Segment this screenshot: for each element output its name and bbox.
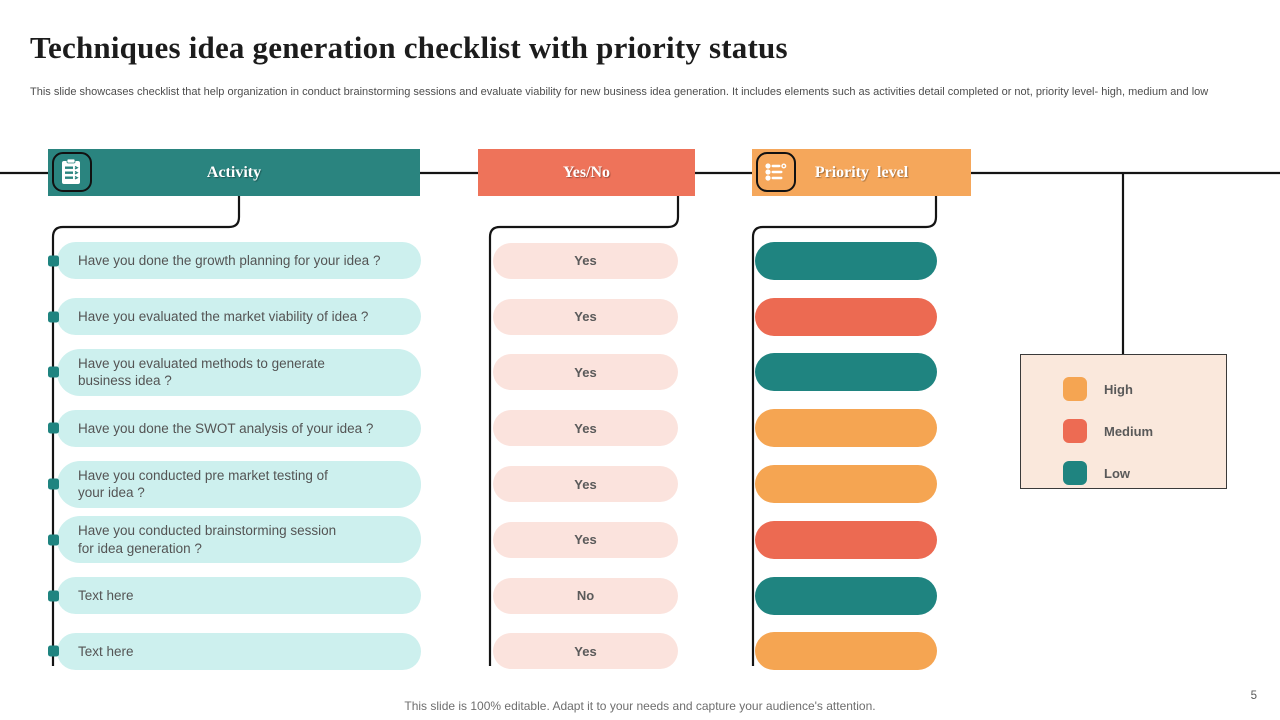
activity-row: Have you conducted brainstorming session… [47,512,421,568]
column-header-activity[interactable]: Activity [48,149,420,196]
legend-label: Medium [1104,423,1154,439]
list-bullet [48,645,59,657]
activity-item[interactable]: Have you conducted brainstorming session… [57,516,421,564]
activity-row: Have you done the growth planning for yo… [47,233,421,289]
activity-list: Have you done the growth planning for yo… [47,233,421,679]
answer-pill[interactable]: Yes [493,410,678,447]
answer-row: Yes [493,624,678,680]
activity-row: Have you evaluated the market viability … [47,289,421,345]
answer-list: Yes Yes Yes Yes Yes Yes No Yes [493,233,678,679]
legend-swatch [1063,419,1087,443]
activity-row: Text here [47,624,421,680]
priority-row [755,233,937,289]
column-header-label: Priority level [814,163,909,181]
answer-row: Yes [493,400,678,456]
page-title: Techniques idea generation checklist wit… [30,30,788,65]
priority-row [755,289,937,345]
activity-row: Text here [47,568,421,624]
activity-item[interactable]: Have you evaluated the market viability … [57,298,421,336]
answer-pill[interactable]: Yes [493,354,678,391]
slide-subtitle: This slide showcases checklist that help… [30,86,1209,98]
legend-swatch [1063,461,1087,485]
list-bullet [48,311,59,323]
checklist-icon [52,152,92,192]
page-number: 5 [1250,690,1257,702]
priority-pill-high[interactable] [755,632,937,671]
priority-pill-low[interactable] [755,353,937,392]
priority-pill-high[interactable] [755,465,937,504]
footer-note: This slide is 100% editable. Adapt it to… [404,699,876,713]
connector-line [488,196,680,666]
priority-row [755,345,937,401]
activity-item[interactable]: Have you evaluated methods to generate b… [57,348,421,397]
priority-row [755,568,937,624]
answer-pill[interactable]: Yes [493,242,678,279]
column-header-yes-no[interactable]: Yes/No [478,149,695,196]
legend-item: High [1021,368,1226,410]
activity-item[interactable]: Have you done the growth planning for yo… [57,242,421,280]
answer-pill[interactable]: No [493,577,678,614]
answer-row: Yes [493,233,678,289]
legend-items: High Medium Low [1021,355,1226,494]
column-header-priority[interactable]: Priority level [752,149,971,196]
answer-row: Yes [493,289,678,345]
list-bullet [48,366,59,378]
priority-pill-medium[interactable] [755,520,937,559]
priority-list [755,233,937,679]
answer-row: No [493,568,678,624]
answer-pill[interactable]: Yes [493,298,678,335]
priority-pill-low[interactable] [755,241,937,280]
list-bullet [48,422,59,434]
activity-item[interactable]: Have you conducted pre market testing of… [57,460,421,508]
priority-legend: High Medium Low [1020,354,1227,489]
sliders-icon [756,152,796,192]
activity-item[interactable]: Text here [57,577,421,615]
list-bullet [48,478,59,490]
activity-row: Have you done the SWOT analysis of your … [47,400,421,456]
answer-row: Yes [493,345,678,401]
legend-item: Low [1021,452,1226,494]
activity-item[interactable]: Have you done the SWOT analysis of your … [57,409,421,447]
priority-row [755,624,937,680]
activity-item[interactable]: Text here [57,632,421,670]
priority-row [755,512,937,568]
priority-pill-high[interactable] [755,409,937,448]
connector-line [51,196,241,666]
answer-row: Yes [493,456,678,512]
priority-row [755,456,937,512]
list-bullet [48,534,59,546]
answer-pill[interactable]: Yes [493,466,678,503]
column-header-label: Yes/No [562,163,611,181]
list-bullet [48,590,59,602]
connector-line [751,196,938,666]
legend-swatch [1063,377,1087,401]
legend-item: Medium [1021,410,1226,452]
answer-pill[interactable]: Yes [493,521,678,558]
activity-row: Have you conducted pre market testing of… [47,456,421,512]
legend-label: High [1104,381,1133,397]
priority-pill-medium[interactable] [755,297,937,336]
legend-label: Low [1104,465,1130,481]
priority-pill-low[interactable] [755,576,937,615]
activity-row: Have you evaluated methods to generate b… [47,345,421,401]
priority-row [755,400,937,456]
list-bullet [48,255,59,267]
answer-row: Yes [493,512,678,568]
answer-pill[interactable]: Yes [493,633,678,670]
column-header-label: Activity [206,163,262,181]
